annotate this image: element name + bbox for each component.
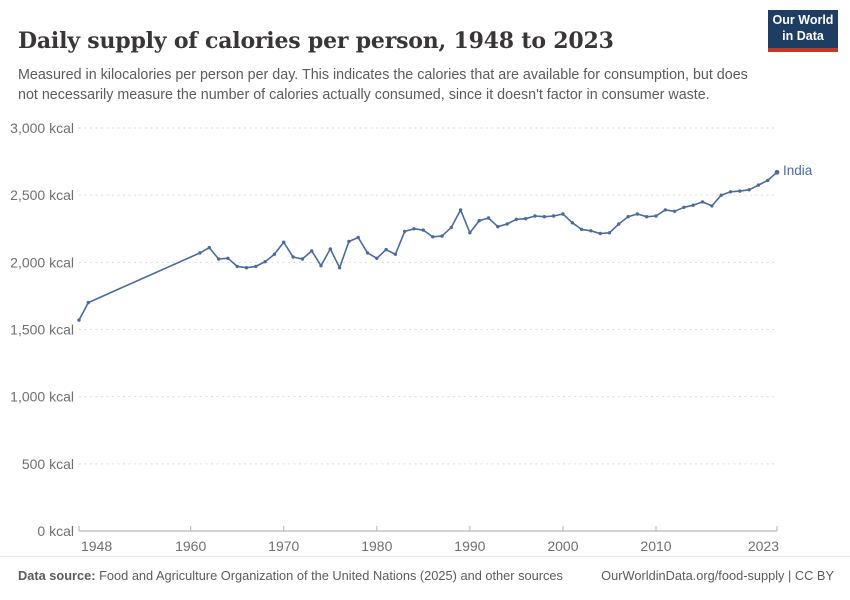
x-axis-label: 1990	[454, 538, 485, 554]
x-axis-label: 1960	[175, 538, 206, 554]
data-point[interactable]	[328, 247, 332, 251]
data-point[interactable]	[505, 222, 509, 226]
data-point[interactable]	[440, 234, 444, 238]
data-point[interactable]	[207, 245, 211, 250]
data-point[interactable]	[365, 251, 370, 255]
data-point[interactable]	[337, 266, 342, 270]
data-point[interactable]	[375, 256, 379, 260]
data-point[interactable]	[589, 229, 593, 233]
y-axis-label: 2,000 kcal	[10, 254, 74, 270]
line-india	[78, 171, 778, 321]
data-point[interactable]	[235, 264, 239, 269]
data-point[interactable]	[607, 231, 612, 235]
y-axis-label: 0 kcal	[37, 523, 74, 539]
x-axis-label: 1980	[361, 538, 392, 554]
data-point[interactable]	[700, 200, 705, 204]
data-point[interactable]	[272, 252, 277, 256]
x-axis-label: 1948	[81, 538, 112, 554]
page-title: Daily supply of calories per person, 194…	[18, 27, 614, 54]
data-point[interactable]	[263, 260, 267, 264]
data-point[interactable]	[542, 215, 546, 219]
data-point[interactable]	[645, 215, 649, 219]
data-point[interactable]	[766, 178, 770, 183]
data-point[interactable]	[579, 227, 584, 232]
data-point[interactable]	[421, 228, 425, 232]
data-point[interactable]	[496, 225, 500, 229]
data-point[interactable]	[774, 169, 780, 175]
data-point[interactable]	[635, 212, 640, 216]
data-point[interactable]	[477, 219, 481, 223]
data-point[interactable]	[458, 208, 463, 212]
data-point[interactable]	[728, 190, 733, 194]
data-source: Data source: Food and Agriculture Organi…	[18, 568, 563, 583]
data-point[interactable]	[570, 221, 574, 225]
data-point[interactable]	[663, 208, 667, 212]
data-point[interactable]	[747, 188, 751, 192]
owid-logo-line2: in Data	[782, 29, 824, 43]
data-point[interactable]	[551, 214, 556, 218]
data-point[interactable]	[468, 231, 472, 235]
data-point[interactable]	[226, 256, 230, 260]
series-label-india[interactable]: India	[783, 163, 813, 179]
data-point[interactable]	[216, 257, 221, 261]
data-point[interactable]	[86, 300, 91, 305]
data-source-text: Food and Agriculture Organization of the…	[99, 568, 563, 583]
x-axis-label: 2010	[640, 538, 671, 554]
data-point[interactable]	[244, 266, 249, 270]
data-point[interactable]	[356, 235, 360, 240]
y-axis-label: 500 kcal	[22, 456, 74, 472]
data-point[interactable]	[310, 249, 314, 253]
data-point[interactable]	[431, 235, 435, 239]
data-point[interactable]	[486, 216, 491, 220]
data-point[interactable]	[561, 212, 565, 216]
footer-link[interactable]: OurWorldinData.org/food-supply | CC BY	[601, 568, 834, 583]
y-axis-label: 3,000 kcal	[10, 120, 74, 136]
data-point[interactable]	[393, 252, 398, 256]
data-point[interactable]	[617, 222, 621, 226]
y-axis-label: 2,500 kcal	[10, 187, 74, 203]
owid-logo-line1: Our World	[772, 13, 834, 28]
data-point[interactable]	[282, 240, 286, 244]
data-point[interactable]	[384, 247, 388, 252]
x-axis-label: 2023	[748, 538, 779, 554]
data-point[interactable]	[626, 215, 630, 219]
data-point[interactable]	[198, 251, 202, 255]
data-point[interactable]	[347, 239, 351, 244]
data-point[interactable]	[756, 183, 761, 187]
data-point[interactable]	[412, 227, 416, 231]
x-axis-label: 2000	[547, 538, 578, 554]
data-point[interactable]	[710, 204, 714, 208]
data-point[interactable]	[672, 209, 677, 213]
data-point[interactable]	[719, 193, 723, 197]
owid-logo[interactable]: Our World in Data	[768, 10, 838, 52]
data-point[interactable]	[291, 255, 295, 259]
data-point[interactable]	[682, 205, 686, 209]
chart-subtitle: Measured in kilocalories per person per …	[18, 67, 748, 104]
x-axis-label: 1970	[268, 538, 299, 554]
data-point[interactable]	[403, 229, 407, 234]
data-point[interactable]	[654, 214, 658, 218]
data-point[interactable]	[514, 217, 519, 221]
data-point[interactable]	[300, 257, 305, 261]
data-point[interactable]	[77, 318, 81, 322]
data-point[interactable]	[449, 225, 453, 230]
y-axis-label: 1,000 kcal	[10, 389, 74, 405]
data-point[interactable]	[254, 264, 258, 269]
chart-footer: Data source: Food and Agriculture Organi…	[0, 556, 850, 583]
data-point[interactable]	[533, 214, 537, 218]
y-axis-label: 1,500 kcal	[10, 322, 74, 338]
data-point[interactable]	[691, 203, 695, 207]
data-source-label: Data source:	[18, 568, 96, 583]
data-point[interactable]	[524, 217, 528, 221]
data-point[interactable]	[319, 264, 323, 268]
data-point[interactable]	[598, 231, 602, 236]
data-point[interactable]	[738, 189, 742, 193]
